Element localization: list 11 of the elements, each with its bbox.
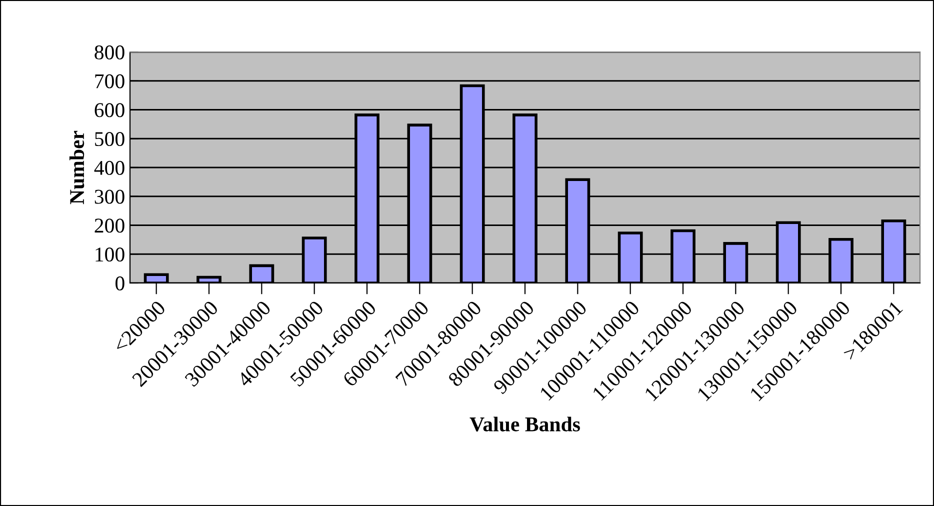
y-tick-label: 800 (94, 45, 124, 60)
y-tick-label: 600 (94, 103, 124, 118)
y-tick-label: 300 (94, 190, 124, 204)
y-tick-label: 100 (96, 248, 124, 262)
y-tick-label: 400 (94, 160, 124, 175)
y-tick-label: 700 (95, 74, 124, 88)
y-tick-label: 500 (95, 132, 124, 146)
x-axis-title: Value Bands (470, 416, 580, 432)
y-axis-title: Number (69, 130, 84, 204)
y-tick-label: 0 (116, 276, 124, 290)
y-tick-label: 200 (94, 218, 124, 233)
